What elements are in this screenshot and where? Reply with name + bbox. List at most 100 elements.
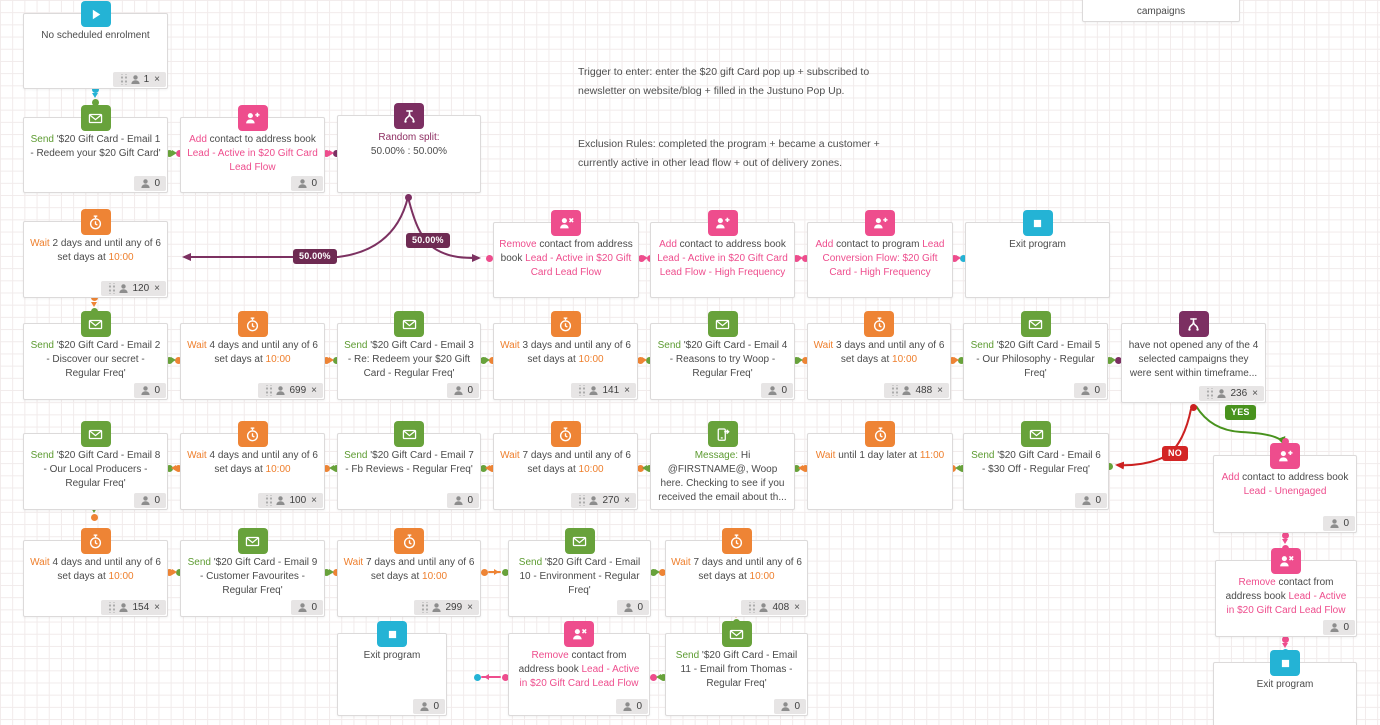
node-remove-lead-active-3[interactable]: Remove contact from address book Lead - … (508, 621, 650, 716)
person-remove-icon (1271, 548, 1301, 574)
node-exit-3[interactable]: Exit program (1213, 650, 1357, 725)
node-email-5[interactable]: Send '$20 Gift Card - Email 5 - Our Phil… (963, 311, 1108, 400)
node-message[interactable]: Message: Hi @FIRSTNAME@, Woop here. Chec… (650, 421, 795, 510)
enrolled-count-badge[interactable]: 0 (413, 699, 445, 714)
drag-handle-icon[interactable] (1205, 388, 1214, 399)
node-email-6[interactable]: Send '$20 Gift Card - Email 6 - $30 Off … (963, 421, 1109, 510)
enrolled-count-badge[interactable]: 0 (291, 176, 323, 191)
enrolled-count-badge[interactable]: 0 (447, 383, 479, 398)
remove-count-icon[interactable]: × (311, 385, 317, 396)
enrolled-count-badge[interactable]: 1 × (112, 72, 166, 87)
enrolled-count-badge[interactable]: 0 (616, 699, 648, 714)
remove-count-icon[interactable]: × (794, 602, 800, 613)
enrolled-count-badge[interactable]: 100 × (258, 493, 323, 508)
node-add-program-high-freq[interactable]: Add contact to program Lead Conversion F… (807, 210, 953, 298)
enrolled-count-badge[interactable]: 0 (134, 176, 166, 191)
enrolled-count-badge[interactable]: 0 (291, 600, 323, 615)
node-email-8[interactable]: Send '$20 Gift Card - Email 8 - Our Loca… (23, 421, 168, 510)
enrolled-count-badge[interactable]: 270 × (571, 493, 636, 508)
node-email-4[interactable]: Send '$20 Gift Card - Email 4 - Reasons … (650, 311, 795, 400)
node-wait-7-days-3[interactable]: Wait 7 days and until any of 6 set days … (665, 528, 808, 617)
drag-handle-icon[interactable] (420, 602, 429, 613)
enrolled-count-badge[interactable]: 141 × (571, 383, 636, 398)
port-dot (658, 568, 666, 576)
remove-count-icon[interactable]: × (154, 283, 160, 294)
node-exit-1[interactable]: Exit program (965, 210, 1110, 298)
enrolled-count-badge[interactable]: 0 (617, 600, 649, 615)
node-exit-2[interactable]: Exit program 0 (337, 621, 447, 716)
node-remove-lead-active-2[interactable]: Remove contact from address book Lead - … (1215, 548, 1357, 637)
drag-handle-icon[interactable] (107, 283, 116, 294)
enrolled-count-badge[interactable]: 236 × (1199, 386, 1264, 401)
canvas-annotation: Trigger to enter: enter the $20 gift Car… (578, 44, 1008, 192)
enrolled-count-badge[interactable]: 0 (761, 383, 793, 398)
node-add-lead-active[interactable]: Add contact to address book Lead - Activ… (180, 105, 325, 193)
node-email-7[interactable]: Send '$20 Gift Card - Email 7 - Fb Revie… (337, 421, 481, 510)
remove-count-icon[interactable]: × (311, 495, 317, 506)
node-wait-7-days-2[interactable]: Wait 7 days and until any of 6 set days … (337, 528, 481, 617)
enrolled-count-badge[interactable]: 154 × (101, 600, 166, 615)
node-remove-lead-active-1[interactable]: Remove contact from address book Lead - … (493, 210, 639, 298)
person-icon (275, 495, 286, 506)
enrolled-count-badge[interactable]: 0 (1323, 516, 1355, 531)
node-cond-not-opened[interactable]: have not opened any of the 4 selected ca… (1121, 311, 1266, 403)
drag-handle-icon[interactable] (107, 602, 116, 613)
port-dot (175, 568, 183, 576)
enrolled-count-badge[interactable]: 0 (774, 699, 806, 714)
remove-count-icon[interactable]: × (624, 495, 630, 506)
enrolled-count-badge[interactable]: 699 × (258, 383, 323, 398)
drag-handle-icon[interactable] (577, 385, 586, 396)
node-wait-3-days-1[interactable]: Wait 3 days and until any of 6 set days … (493, 311, 638, 400)
node-add-high-freq[interactable]: Add contact to address book Lead - Activ… (650, 210, 795, 298)
split-left-percent: 50.00% (293, 249, 337, 264)
enrolled-count-badge[interactable]: 0 (134, 493, 166, 508)
node-email-1[interactable]: Send '$20 Gift Card - Email 1 - Redeem y… (23, 105, 168, 193)
count-value: 0 (154, 495, 160, 506)
remove-count-icon[interactable]: × (467, 602, 473, 613)
node-label: Add contact to program Lead Conversion F… (815, 239, 945, 278)
node-email-9[interactable]: Send '$20 Gift Card - Email 9 - Customer… (180, 528, 325, 617)
node-wait-until-1-day[interactable]: Wait until 1 day later at 11:00 (807, 421, 953, 510)
remove-count-icon[interactable]: × (624, 385, 630, 396)
node-email-3[interactable]: Send '$20 Gift Card - Email 3 - Re: Rede… (337, 311, 481, 400)
node-label: have not opened any of the 4 selected ca… (1128, 340, 1259, 379)
node-email-11[interactable]: Send '$20 Gift Card - Email 11 - Email f… (665, 621, 808, 716)
person-icon (140, 178, 151, 189)
enrolled-count-badge[interactable]: 0 (134, 383, 166, 398)
node-wait-4-days-1[interactable]: Wait 4 days and until any of 6 set days … (180, 311, 325, 400)
remove-count-icon[interactable]: × (937, 385, 943, 396)
node-email-10[interactable]: Send '$20 Gift Card - Email 10 - Environ… (508, 528, 651, 617)
enrolled-count-badge[interactable]: 299 × (414, 600, 479, 615)
remove-count-icon[interactable]: × (1252, 388, 1258, 399)
port-dot (959, 254, 967, 262)
enrolled-count-badge[interactable]: 0 (1074, 383, 1106, 398)
node-wait-4-days-2[interactable]: Wait 4 days and until any of 6 set days … (180, 421, 325, 510)
remove-count-icon[interactable]: × (154, 602, 160, 613)
node-wait-4-days-3[interactable]: Wait 4 days and until any of 6 set days … (23, 528, 168, 617)
enrolled-count-badge[interactable]: 120 × (101, 281, 166, 296)
drag-handle-icon[interactable] (890, 385, 899, 396)
remove-count-icon[interactable]: × (154, 74, 160, 85)
node-start[interactable]: No scheduled enrolment 1 × (23, 1, 168, 89)
node-wait-7-days-1[interactable]: Wait 7 days and until any of 6 set days … (493, 421, 638, 510)
drag-handle-icon[interactable] (118, 74, 127, 85)
enrolled-count-badge[interactable]: 0 (1323, 620, 1355, 635)
enrolled-count-badge[interactable]: 0 (447, 493, 479, 508)
node-random-split[interactable]: Random split: 50.00% : 50.00% (337, 103, 481, 193)
node-wait-2-days[interactable]: Wait 2 days and until any of 6 set days … (23, 209, 168, 298)
drag-handle-icon[interactable] (577, 495, 586, 506)
port-dot (1105, 356, 1113, 364)
enrolled-count-badge[interactable]: 0 (1075, 493, 1107, 508)
drag-handle-icon[interactable] (747, 602, 756, 613)
node-campaigns-partial[interactable]: campaigns (1082, 0, 1240, 22)
enrolled-count-badge[interactable]: 488 × (884, 383, 949, 398)
person-remove-icon (564, 621, 594, 647)
node-add-unengaged[interactable]: Add contact to address book Lead - Uneng… (1213, 443, 1357, 533)
drag-handle-icon[interactable] (264, 385, 273, 396)
drag-handle-icon[interactable] (264, 495, 273, 506)
node-email-2[interactable]: Send '$20 Gift Card - Email 2 - Discover… (23, 311, 168, 400)
enrolled-count-badge[interactable]: 408 × (741, 600, 806, 615)
port-dot (322, 356, 330, 364)
node-wait-3-days-2[interactable]: Wait 3 days and until any of 6 set days … (807, 311, 951, 400)
